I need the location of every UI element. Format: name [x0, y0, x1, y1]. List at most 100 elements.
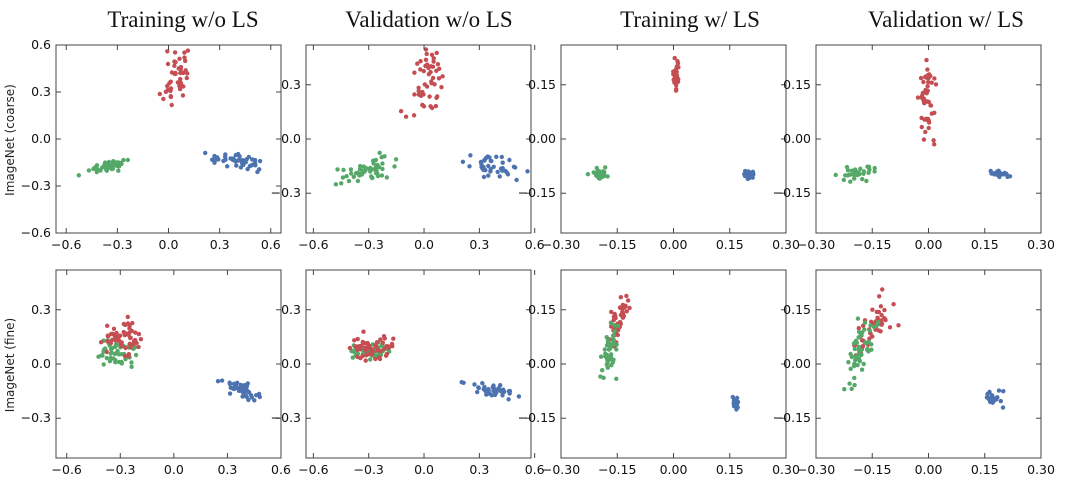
y-tick-label: −0.6	[21, 225, 51, 240]
red-point	[365, 346, 370, 351]
green-point	[859, 367, 865, 372]
red-point	[932, 142, 937, 147]
red-point	[418, 67, 423, 72]
green-point	[856, 344, 862, 350]
blue-point	[511, 164, 517, 169]
green-point	[855, 362, 860, 368]
red-point	[618, 295, 623, 300]
blue-point	[996, 168, 1001, 173]
x-tick-label: 0.15	[971, 462, 999, 477]
red-point	[128, 345, 133, 350]
green-point	[871, 324, 877, 330]
green-point	[352, 350, 357, 355]
green-point	[600, 174, 605, 180]
red-point	[921, 79, 926, 85]
red-point	[925, 116, 931, 122]
green-point	[91, 166, 96, 172]
blue-point	[230, 386, 236, 391]
green-point	[100, 353, 105, 358]
green-point	[598, 354, 604, 359]
red-point	[427, 94, 432, 99]
red-point	[182, 55, 187, 60]
blue-point	[480, 381, 485, 386]
y-tick-label: 0.3	[281, 302, 301, 317]
red-point	[932, 110, 937, 116]
red-point	[432, 82, 437, 87]
red-point	[131, 338, 137, 344]
scatter-panel: −0.6 −0.3 0.0 0.3 0.6 −0.3 0.0 0.3	[271, 44, 545, 252]
red-point	[880, 287, 885, 292]
green-point	[856, 335, 861, 340]
green-point	[855, 316, 861, 321]
green-point	[349, 171, 354, 176]
y-tick-label: −0.3	[21, 410, 51, 425]
axes-frame	[55, 44, 282, 234]
y-tick-label: 0.0	[281, 131, 301, 146]
y-tick-label: 0.0	[31, 356, 51, 371]
blue-point	[203, 150, 208, 156]
red-point	[113, 338, 119, 343]
data-points	[842, 287, 1006, 410]
red-point	[411, 113, 417, 118]
blue-point	[247, 163, 253, 169]
x-tick-label: −0.3	[102, 237, 132, 252]
green-point	[853, 357, 858, 363]
green-point	[864, 178, 869, 184]
red-point	[434, 68, 439, 74]
red-point	[364, 353, 369, 358]
green-point	[605, 174, 610, 179]
blue-point	[491, 383, 496, 388]
red-point	[127, 341, 132, 346]
red-point	[373, 356, 378, 362]
x-tick-label: 0.3	[210, 237, 230, 252]
red-point	[122, 353, 128, 359]
green-point	[102, 162, 107, 167]
red-point	[870, 307, 875, 312]
x-tick-label: 0.3	[217, 462, 237, 477]
green-point	[368, 169, 373, 174]
blue-point	[495, 169, 500, 175]
green-point	[841, 177, 846, 183]
y-tick-label: −0.3	[271, 185, 301, 200]
blue-point	[516, 394, 522, 399]
blue-point	[986, 397, 992, 402]
green-point	[596, 173, 601, 178]
red-point	[923, 129, 928, 135]
green-point	[843, 173, 848, 178]
red-point	[353, 344, 358, 349]
green-point	[609, 363, 614, 368]
blue-point	[486, 163, 491, 169]
x-tick-label: −0.15	[598, 237, 636, 252]
blue-point	[238, 165, 244, 170]
red-point	[128, 335, 133, 340]
data-points	[333, 47, 530, 187]
red-point	[416, 88, 421, 94]
red-point	[429, 52, 435, 57]
blue-point	[749, 171, 754, 176]
row-label: ImageNet (fine)	[3, 318, 17, 412]
red-point	[925, 84, 930, 89]
red-point	[876, 309, 881, 315]
green-point	[861, 361, 866, 367]
red-point	[122, 331, 127, 336]
red-point	[415, 61, 420, 66]
red-point	[180, 70, 186, 76]
red-point	[926, 79, 931, 85]
blue-point	[223, 157, 228, 162]
x-tick-label: −0.30	[542, 462, 580, 477]
red-point	[924, 57, 929, 63]
red-point	[434, 95, 439, 101]
blue-point	[472, 382, 477, 387]
blue-point	[997, 174, 1002, 180]
green-point	[867, 328, 872, 333]
red-point	[412, 92, 417, 97]
y-tick-label: −0.15	[773, 410, 811, 425]
x-tick-label: −0.30	[542, 237, 580, 252]
red-point	[423, 47, 429, 52]
green-point	[112, 163, 118, 168]
red-point	[361, 329, 366, 334]
green-point	[860, 176, 865, 182]
red-point	[136, 331, 142, 337]
x-tick-label: 0.6	[525, 237, 545, 252]
green-point	[868, 323, 873, 328]
